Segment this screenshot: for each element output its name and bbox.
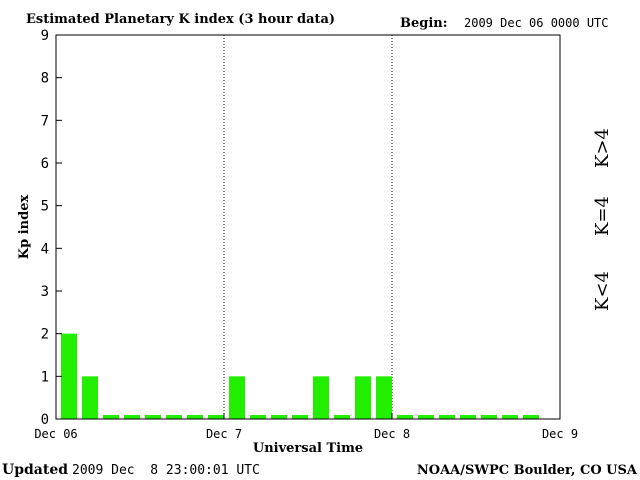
y-tick-label: 8 — [41, 71, 49, 87]
x-axis-ticks: Dec 06 Dec 7 Dec 8 Dec 9 — [34, 413, 578, 441]
legend-k-less-than-4: K<4 — [592, 271, 613, 311]
kp-bar — [418, 415, 434, 419]
kp-bar — [61, 333, 77, 419]
kp-bar — [313, 376, 329, 419]
kp-bar — [271, 415, 287, 419]
kp-bars — [61, 333, 539, 419]
kp-bar — [103, 415, 119, 419]
y-tick-label: 7 — [41, 113, 49, 129]
kp-bar — [124, 415, 140, 419]
y-tick-label: 3 — [41, 284, 49, 300]
y-tick-label: 4 — [41, 241, 49, 257]
kp-bar — [376, 376, 392, 419]
kp-bar — [187, 415, 203, 419]
y-tick-label: 1 — [41, 369, 49, 385]
kp-bar — [229, 376, 245, 419]
kp-bar — [334, 415, 350, 419]
x-tick-label: Dec 9 — [542, 427, 578, 441]
y-tick-label: 6 — [41, 156, 49, 172]
y-axis-ticks: 0 1 2 3 4 5 6 7 8 9 — [41, 28, 62, 428]
day-grid-lines — [223, 35, 393, 419]
kp-bar — [523, 415, 539, 419]
kp-bar — [82, 376, 98, 419]
chart-title: Estimated Planetary K index (3 hour data… — [26, 12, 335, 27]
y-tick-label: 5 — [41, 199, 49, 215]
updated-value: 2009 Dec 8 23:00:01 UTC — [72, 463, 260, 478]
x-tick-label: Dec 06 — [34, 427, 77, 441]
y-tick-label: 9 — [41, 28, 49, 44]
kp-bar — [439, 415, 455, 419]
kp-bar — [292, 415, 308, 419]
source-credit: NOAA/SWPC Boulder, CO USA — [417, 463, 638, 478]
x-tick-label: Dec 8 — [374, 427, 410, 441]
kp-bar — [355, 376, 371, 419]
updated-label: Updated — [2, 462, 68, 478]
kp-bar — [166, 415, 182, 419]
x-axis-label: Universal Time — [253, 441, 363, 456]
legend-k-equal-4: K=4 — [592, 196, 613, 236]
kp-bar — [502, 415, 518, 419]
kp-bar — [397, 415, 413, 419]
x-tick-label: Dec 7 — [206, 427, 242, 441]
y-tick-label: 0 — [41, 412, 49, 428]
kp-bar — [250, 415, 266, 419]
plot-frame — [55, 34, 561, 420]
kp-bar — [460, 415, 476, 419]
kp-bar — [481, 415, 497, 419]
y-tick-label: 2 — [41, 327, 49, 343]
legend-k-greater-than-4: K>4 — [592, 128, 613, 168]
begin-label: Begin: — [400, 16, 448, 31]
kp-bar — [145, 415, 161, 419]
y-axis-label: Kp index — [17, 195, 32, 260]
kp-bar — [208, 415, 224, 419]
begin-value: 2009 Dec 06 0000 UTC — [464, 16, 609, 30]
